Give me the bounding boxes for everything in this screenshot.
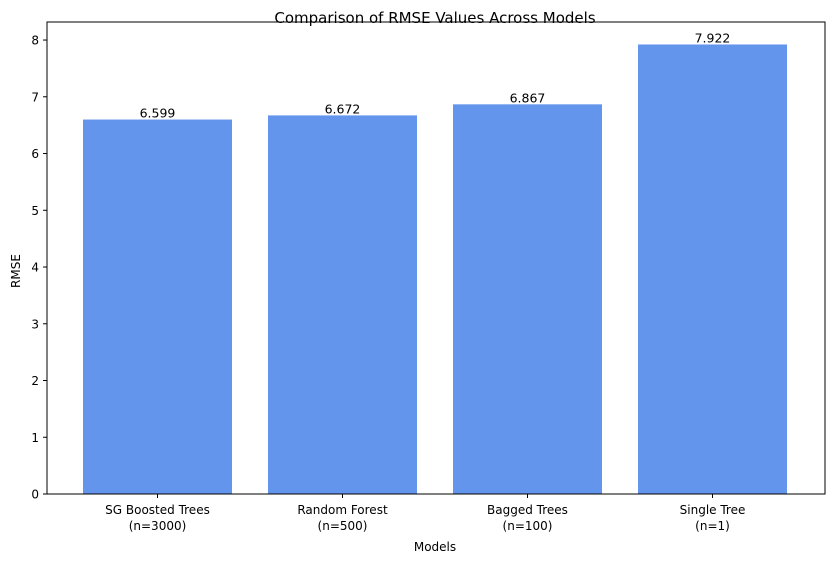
y-tick-label-4: 4 [31,261,39,275]
bars-group [83,44,787,495]
chart-title: Comparison of RMSE Values Across Models [274,9,595,27]
y-tick-label-7: 7 [31,90,39,104]
x-tick-label-3: Single Tree (n=1) [680,503,746,533]
plot-frame [46,21,826,495]
y-tick-label-0: 0 [31,488,39,502]
x-axis: SG Boosted Trees (n=3000) Random Forest (n=… [105,494,745,533]
x-tick-label-2: Bagged Trees (n=100) [487,503,568,533]
y-tick-label-5: 5 [31,204,39,218]
x-tick-label-0: SG Boosted Trees (n=3000) [105,503,210,533]
y-axis-label: RMSE [9,254,23,288]
y-tick-label-2: 2 [31,374,39,388]
y-tick-label-3: 3 [31,317,39,331]
data-label-1: 6.672 [325,101,361,116]
data-label-3: 7.922 [695,30,731,45]
y-axis: 0 1 2 3 4 5 6 7 8 [31,34,47,502]
bar-1 [268,115,417,494]
x-axis-label: Models [414,540,456,554]
data-labels-group: 6.599 6.672 6.867 7.922 [140,30,731,120]
y-tick-label-1: 1 [31,431,39,445]
x-tick-label-1: Random Forest (n=500) [297,503,388,533]
bar-2 [453,104,602,495]
y-tick-label-8: 8 [31,34,39,48]
bar-0 [83,119,232,494]
data-label-0: 6.599 [140,106,176,121]
data-label-2: 6.867 [510,90,546,105]
bar-3 [638,44,787,494]
y-tick-label-6: 6 [31,147,39,161]
